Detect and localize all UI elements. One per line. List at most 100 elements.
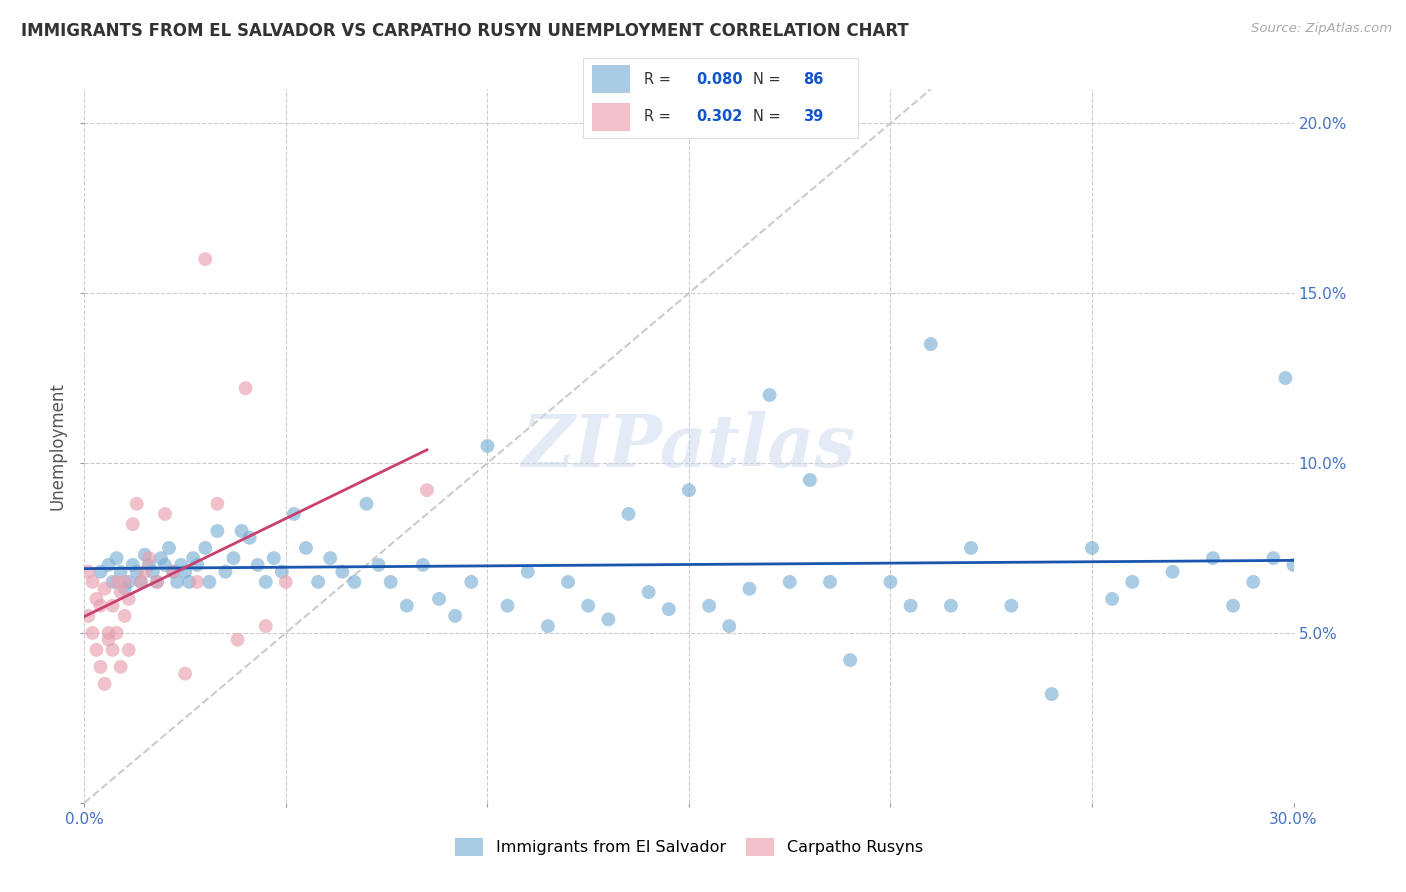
Point — [818, 574, 841, 589]
Point — [174, 565, 197, 579]
Point — [146, 574, 169, 589]
Point — [222, 551, 245, 566]
Text: 0.080: 0.080 — [696, 71, 742, 87]
Point — [697, 599, 720, 613]
Text: R =: R = — [644, 71, 675, 87]
Point — [174, 666, 197, 681]
Point — [86, 591, 108, 606]
Point — [134, 565, 156, 579]
Point — [110, 565, 132, 579]
Point — [207, 497, 229, 511]
Point — [157, 541, 180, 555]
Point — [270, 565, 292, 579]
Point — [1263, 551, 1285, 566]
Point — [516, 565, 538, 579]
Point — [118, 643, 141, 657]
Point — [186, 558, 208, 572]
Point — [1222, 599, 1244, 613]
Point — [162, 565, 184, 579]
Point — [97, 558, 120, 572]
Point — [110, 660, 132, 674]
Text: IMMIGRANTS FROM EL SALVADOR VS CARPATHO RUSYN UNEMPLOYMENT CORRELATION CHART: IMMIGRANTS FROM EL SALVADOR VS CARPATHO … — [21, 22, 908, 40]
Point — [77, 565, 100, 579]
Text: Source: ZipAtlas.com: Source: ZipAtlas.com — [1251, 22, 1392, 36]
Point — [1241, 574, 1264, 589]
Legend: Immigrants from El Salvador, Carpatho Rusyns: Immigrants from El Salvador, Carpatho Ru… — [449, 831, 929, 863]
Point — [1081, 541, 1104, 555]
Point — [343, 574, 366, 589]
Point — [89, 565, 111, 579]
Point — [367, 558, 389, 572]
Point — [1282, 558, 1305, 572]
Point — [129, 574, 152, 589]
Point — [960, 541, 983, 555]
Point — [226, 632, 249, 647]
Point — [380, 574, 402, 589]
Point — [718, 619, 741, 633]
Point — [105, 551, 128, 566]
Point — [97, 626, 120, 640]
Point — [295, 541, 318, 555]
Point — [416, 483, 439, 498]
Point — [1040, 687, 1063, 701]
Point — [170, 558, 193, 572]
Point — [162, 565, 184, 579]
Point — [576, 599, 599, 613]
Point — [97, 632, 120, 647]
Point — [879, 574, 901, 589]
Point — [274, 574, 297, 589]
Point — [678, 483, 700, 498]
Point — [118, 591, 141, 606]
Text: 86: 86 — [803, 71, 823, 87]
Point — [1000, 599, 1022, 613]
Point — [537, 619, 560, 633]
Point — [77, 608, 100, 623]
Point — [93, 582, 115, 596]
Point — [1161, 565, 1184, 579]
Point — [125, 497, 148, 511]
Point — [134, 548, 156, 562]
Point — [839, 653, 862, 667]
Point — [93, 677, 115, 691]
Point — [557, 574, 579, 589]
Point — [427, 591, 450, 606]
Point — [149, 551, 172, 566]
Point — [179, 574, 201, 589]
Point — [207, 524, 229, 538]
Point — [153, 558, 176, 572]
Point — [110, 585, 132, 599]
Point — [598, 612, 620, 626]
Point — [231, 524, 253, 538]
Point — [617, 507, 640, 521]
Text: 39: 39 — [803, 110, 823, 125]
Point — [82, 626, 104, 640]
Point — [105, 574, 128, 589]
Point — [758, 388, 780, 402]
Point — [142, 565, 165, 579]
Point — [939, 599, 962, 613]
Point — [146, 574, 169, 589]
Point — [1274, 371, 1296, 385]
Point — [330, 565, 353, 579]
Point — [194, 541, 217, 555]
Point — [129, 574, 152, 589]
Point — [1291, 541, 1313, 555]
Point — [254, 574, 277, 589]
Point — [444, 608, 467, 623]
Point — [89, 599, 111, 613]
Point — [920, 337, 942, 351]
Point — [246, 558, 269, 572]
Point — [101, 574, 124, 589]
Point — [239, 531, 262, 545]
Point — [307, 574, 329, 589]
Point — [125, 565, 148, 579]
Point — [263, 551, 285, 566]
Point — [86, 643, 108, 657]
Point — [153, 507, 176, 521]
Point — [254, 619, 277, 633]
Point — [1202, 551, 1225, 566]
Point — [799, 473, 821, 487]
Point — [356, 497, 378, 511]
Point — [118, 574, 141, 589]
FancyBboxPatch shape — [592, 103, 630, 131]
